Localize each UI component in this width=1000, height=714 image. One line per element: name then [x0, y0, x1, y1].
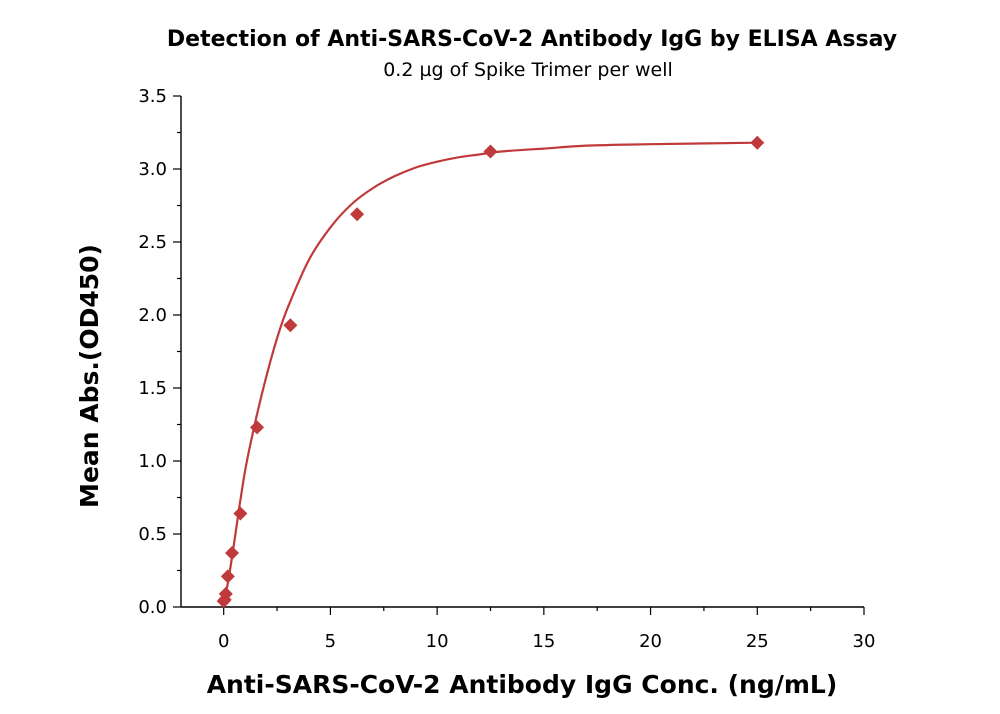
data-point [233, 506, 248, 521]
x-tick-label: 25 [746, 631, 769, 652]
y-tick-label: 0.5 [138, 524, 167, 545]
y-tick-label: 3.5 [138, 86, 167, 107]
y-tick-label: 2.5 [138, 232, 167, 253]
y-tick-label: 1.0 [138, 451, 167, 472]
data-point [350, 207, 365, 222]
data-point [483, 144, 498, 159]
x-axis-title: Anti-SARS-CoV-2 Antibody IgG Conc. (ng/m… [207, 670, 838, 699]
data-points [216, 135, 765, 609]
y-tick-label: 1.5 [138, 378, 167, 399]
data-point [250, 420, 265, 435]
data-point [220, 569, 235, 584]
x-tick-label: 0 [218, 631, 229, 652]
x-ticks: 0 5 10 15 20 25 30 [218, 607, 875, 652]
x-tick-label: 10 [426, 631, 449, 652]
x-tick-label: 20 [639, 631, 662, 652]
data-point [225, 545, 240, 560]
y-ticks: 0.0 0.5 1.0 1.5 2.0 2.5 3.0 3.5 [138, 86, 181, 618]
fit-curve [222, 141, 758, 605]
y-tick-label: 3.0 [138, 159, 167, 180]
y-tick-label: 2.0 [138, 305, 167, 326]
x-tick-label: 5 [325, 631, 336, 652]
data-point [283, 318, 298, 333]
chart-title: Detection of Anti-SARS-CoV-2 Antibody Ig… [167, 27, 897, 52]
y-tick-label: 0.0 [138, 597, 167, 618]
y-axis-title: Mean Abs.(OD450) [75, 244, 104, 508]
chart-subtitle: 0.2 µg of Spike Trimer per well [383, 59, 673, 81]
axes [180, 96, 864, 608]
data-point [218, 586, 233, 601]
x-tick-label: 15 [532, 631, 555, 652]
data-point [750, 135, 765, 150]
x-tick-label: 30 [853, 631, 876, 652]
